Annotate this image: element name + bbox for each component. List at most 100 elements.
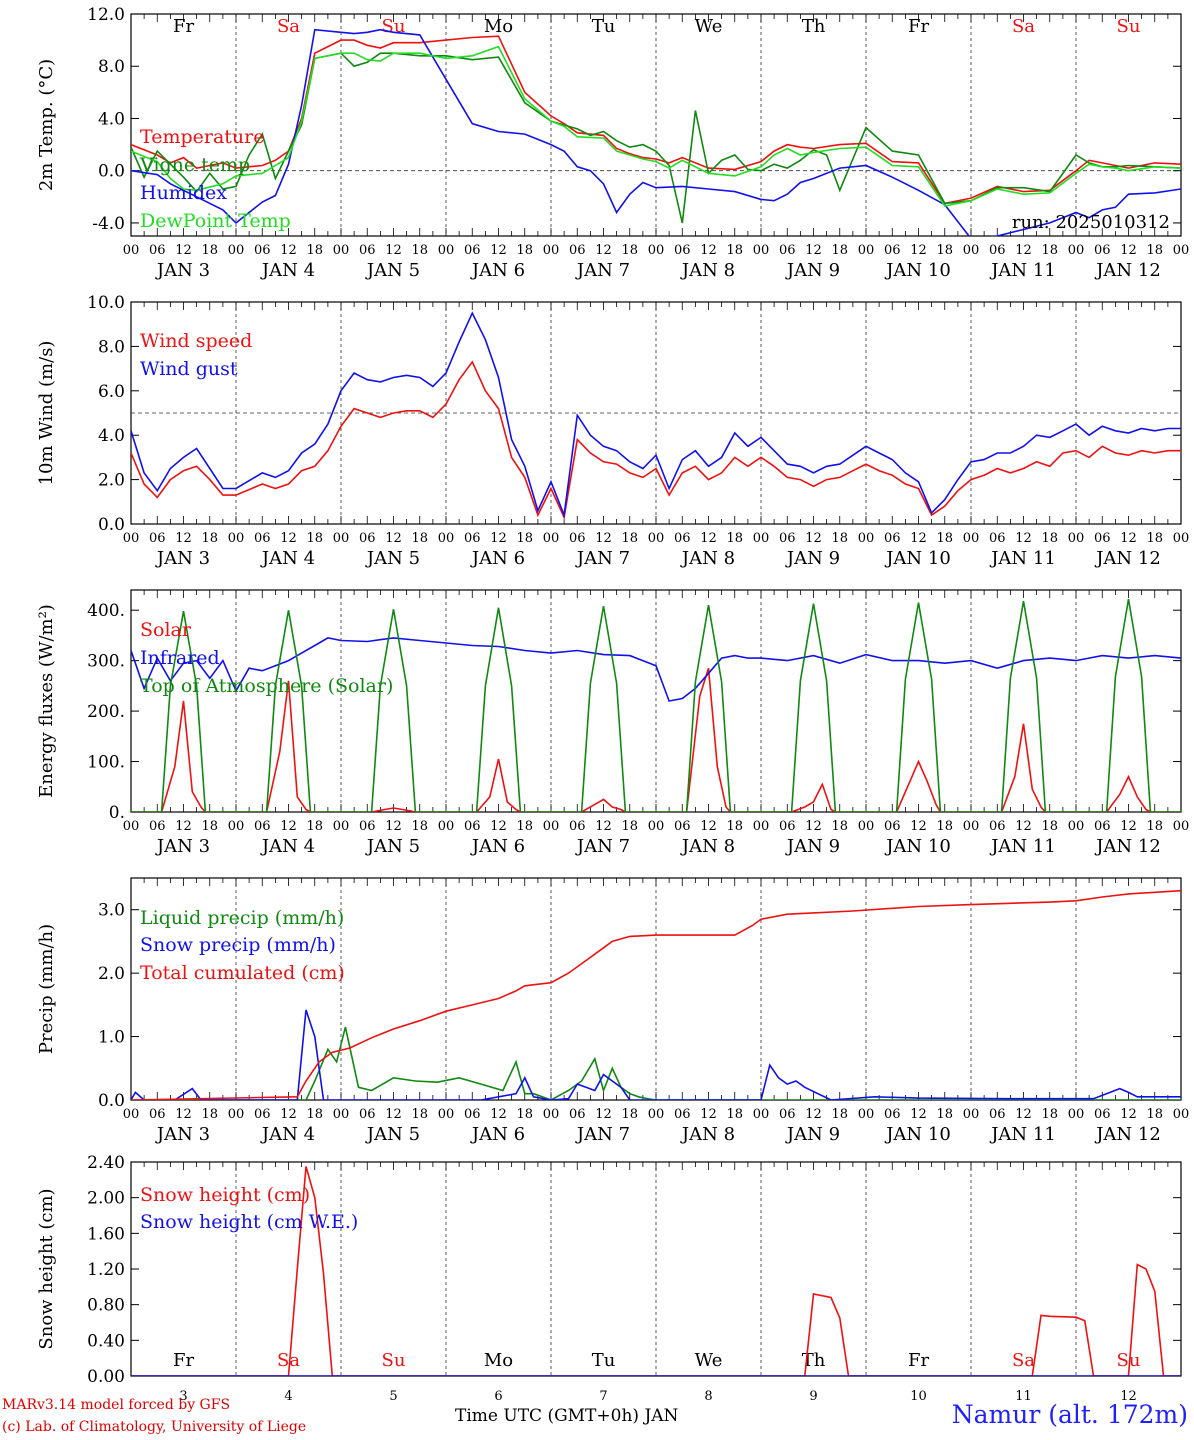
- hour-label: 06: [464, 531, 481, 546]
- date-label: JAN 8: [680, 836, 735, 857]
- hour-label: 06: [149, 819, 166, 834]
- hour-label: 18: [1146, 243, 1163, 258]
- date-label: JAN 6: [470, 260, 525, 281]
- hour-label: 00: [123, 1107, 140, 1122]
- hour-label: 12: [805, 243, 822, 258]
- date-label: JAN 11: [989, 836, 1056, 857]
- hour-label: 06: [359, 243, 376, 258]
- date-label: JAN 4: [260, 836, 315, 857]
- day-name: Th: [802, 16, 826, 37]
- date-label: JAN 3: [155, 548, 210, 569]
- hour-label: 12: [1120, 1107, 1137, 1122]
- day-name: Tu: [592, 1350, 616, 1371]
- hour-label: 18: [516, 1107, 533, 1122]
- hour-label: 12: [910, 243, 927, 258]
- date-label: JAN 6: [470, 548, 525, 569]
- date-label: JAN 9: [785, 836, 840, 857]
- hour-label: 00: [438, 531, 455, 546]
- hour-label: 12: [595, 243, 612, 258]
- hour-label: 12: [595, 819, 612, 834]
- hour-label: 12: [1120, 531, 1137, 546]
- hour-label: 00: [228, 1107, 245, 1122]
- day-name: Sa: [277, 1350, 300, 1371]
- date-label: JAN 6: [470, 1124, 525, 1145]
- day-name: Fr: [173, 1350, 194, 1371]
- hour-label: 06: [464, 819, 481, 834]
- y-tick-label: 4.0: [98, 426, 125, 446]
- date-label: JAN 11: [989, 1124, 1056, 1145]
- hour-label: 12: [1015, 1107, 1032, 1122]
- hour-label: 00: [963, 819, 980, 834]
- hour-label: 00: [228, 243, 245, 258]
- hour-label: 12: [385, 531, 402, 546]
- hour-label: 18: [411, 1107, 428, 1122]
- date-label: JAN 8: [680, 548, 735, 569]
- hour-label: 18: [1041, 531, 1058, 546]
- hour-label: 12: [910, 819, 927, 834]
- hour-label: 00: [123, 531, 140, 546]
- series-solar: [131, 667, 1181, 812]
- hour-label: 06: [569, 819, 586, 834]
- hour-label: 06: [359, 819, 376, 834]
- hour-label: 00: [1068, 1107, 1085, 1122]
- y-tick-label: 1.20: [87, 1260, 125, 1280]
- day-number: 10: [910, 1389, 927, 1404]
- hour-label: 00: [438, 243, 455, 258]
- day-name: Su: [1117, 1350, 1141, 1371]
- date-label: JAN 7: [575, 1124, 630, 1145]
- hour-label: 12: [490, 819, 507, 834]
- hour-label: 00: [438, 1107, 455, 1122]
- hour-label: 12: [280, 1107, 297, 1122]
- hour-label: 06: [1094, 531, 1111, 546]
- date-label: JAN 10: [884, 1124, 951, 1145]
- day-name: Fr: [173, 16, 194, 37]
- hour-label: 12: [910, 1107, 927, 1122]
- date-label: JAN 11: [989, 260, 1056, 281]
- hour-label: 00: [1173, 1107, 1190, 1122]
- day-number: 7: [599, 1389, 607, 1404]
- hour-label: 06: [884, 1107, 901, 1122]
- panel-5: 0.00 0.40 0.80 1.20 1.60 2.00 2.40 Snow height …: [36, 1153, 1182, 1404]
- hour-label: 06: [989, 243, 1006, 258]
- date-label: JAN 6: [470, 836, 525, 857]
- day-name: Tu: [592, 16, 616, 37]
- model-credit: MARv3.14 model forced by GFS: [2, 1397, 231, 1413]
- hour-label: 00: [648, 1107, 665, 1122]
- station-name: Namur (alt. 172m): [951, 1400, 1188, 1429]
- y-tick-label: 200.: [87, 702, 125, 722]
- hour-label: 00: [1173, 243, 1190, 258]
- hour-label: 00: [438, 819, 455, 834]
- hour-label: 00: [1068, 531, 1085, 546]
- hour-label: 12: [910, 531, 927, 546]
- hour-label: 06: [674, 243, 691, 258]
- hour-label: 00: [228, 531, 245, 546]
- hour-label: 18: [621, 1107, 638, 1122]
- hour-label: 12: [490, 243, 507, 258]
- hour-label: 00: [963, 1107, 980, 1122]
- legend-liquid-precip-mm-h: Liquid precip (mm/h): [140, 907, 344, 929]
- y-tick-label: 0.: [109, 803, 125, 823]
- date-label: JAN 5: [365, 260, 420, 281]
- hour-label: 18: [306, 531, 323, 546]
- series-vigne-temp: [131, 52, 1181, 224]
- day-name: We: [695, 16, 723, 37]
- hour-label: 06: [464, 1107, 481, 1122]
- hour-label: 06: [254, 819, 271, 834]
- hour-label: 00: [543, 531, 560, 546]
- day-name: Sa: [277, 16, 300, 37]
- y-tick-label: 0.00: [87, 1367, 125, 1387]
- hour-label: 00: [333, 1107, 350, 1122]
- hour-label: 00: [1173, 531, 1190, 546]
- y-tick-label: 100.: [87, 753, 125, 773]
- hour-label: 18: [1041, 243, 1058, 258]
- hour-label: 00: [753, 1107, 770, 1122]
- hour-label: 18: [201, 819, 218, 834]
- series-wind-speed: [131, 360, 1181, 521]
- y-tick-label: 0.0: [98, 1091, 125, 1111]
- date-label: JAN 7: [575, 548, 630, 569]
- hour-label: 12: [1015, 819, 1032, 834]
- hour-label: 12: [1015, 531, 1032, 546]
- series-humidex: [131, 28, 1181, 236]
- day-name: Mo: [484, 1350, 513, 1371]
- y-tick-label: 2.40: [87, 1153, 125, 1173]
